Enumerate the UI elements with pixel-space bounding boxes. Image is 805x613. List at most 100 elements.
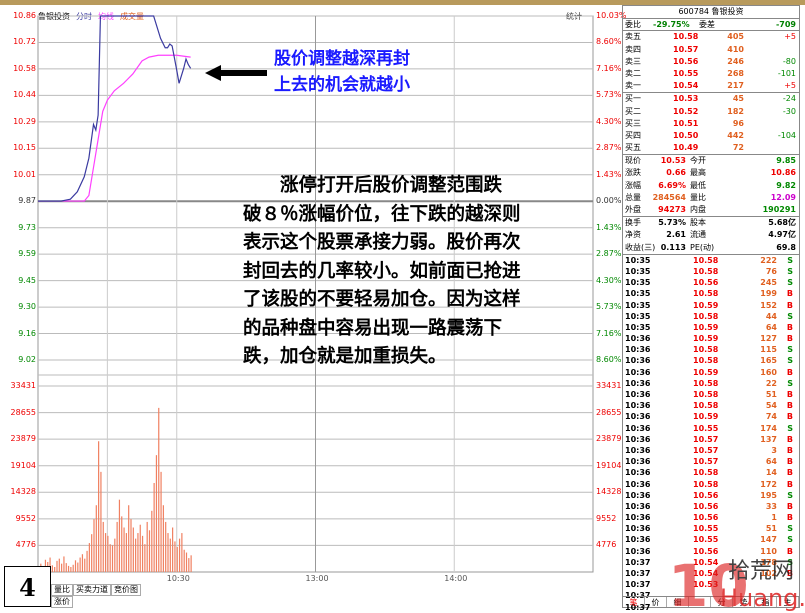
trade-time: 10:35 [625,289,651,299]
order-label: 买三 [625,118,641,128]
stat-label: 涨幅 [625,180,641,190]
trade-time: 10:35 [625,322,651,332]
order-price: 10.52 [673,106,699,116]
trade-row: 10:37 [623,590,799,601]
price-tick-label: 10.29 [13,116,36,126]
order-label: 卖一 [625,81,641,91]
volume-tick-label: 14328 [10,487,36,497]
stat-label: 流通 [690,230,706,240]
trade-row: 10:36 10.58 115 S [623,344,799,355]
stat-label: PE(动) [690,242,715,252]
order-book-row: 买一 10.53 45 -24 [623,93,799,105]
stat-row: 总量 284564 量比 12.09 [623,192,799,204]
quote-tab[interactable]: 指 [755,597,777,607]
trade-volume: 22 [765,378,777,388]
trade-row: 10:36 10.57 3 B [623,445,799,456]
trade-row: 10:35 10.58 222 S [623,255,799,266]
trade-price: 10.57 [693,434,719,444]
trade-volume: 222 [760,255,777,265]
order-book-row: 买二 10.52 182 -30 [623,106,799,118]
order-book-row: 卖四 10.57 410 [623,44,799,56]
tab-volume-ratio[interactable]: 量比 [51,584,73,596]
quote-tab[interactable] [689,597,711,607]
order-price: 10.56 [673,56,699,66]
trade-price: 10.56 [693,490,719,500]
trade-time: 10:36 [625,434,651,444]
trade-volume: 245 [760,278,777,288]
trade-time: 10:36 [625,468,651,478]
price-tick-label: 9.59 [18,249,36,259]
quote-tabs: 笔价细 分势指主 [623,596,799,607]
tab-auction-chart[interactable]: 竞价图 [111,584,141,596]
order-label: 买二 [625,106,641,116]
percent-tick-label: 1.43% [596,169,622,179]
trade-row: 10:36 10.56 195 S [623,490,799,501]
volume-tick-label-right: 4776 [596,540,617,550]
trade-time: 10:35 [625,311,651,321]
explanation-line: 的品种盘中容易出现一路震荡下 [243,317,503,339]
stat-value: 5.73% [658,218,686,228]
watermark-icon: 10 拾荒网 Huang.CN [668,552,805,612]
window-top-bar [0,0,805,5]
trade-time: 10:36 [625,479,651,489]
explanation-line: 涨停打开后股价调整范围跌 [243,175,503,196]
quote-tab[interactable]: 笔 [623,597,645,607]
trade-side: S [787,255,793,265]
trade-row: 10:35 10.58 76 S [623,266,799,277]
quote-tab[interactable]: 主 [777,597,799,607]
volume-tick-label-right: 14328 [596,487,622,497]
percent-tick-label: 8.60% [596,37,622,47]
order-volume: 268 [727,68,744,78]
trade-volume: 160 [760,367,777,377]
tab-price[interactable]: 涨价 [51,596,73,608]
trade-side: B [786,457,793,467]
order-price: 10.50 [673,130,699,140]
weicha-value: -709 [775,20,796,30]
stat-label: 最低 [690,180,706,190]
order-volume: 246 [727,56,744,66]
trade-time: 10:37 [625,602,651,612]
percent-tick-label: 1.43% [596,222,622,232]
explanation-line: 跌，加仓就是加重损失。 [243,346,447,367]
explanation-line: 破８％涨幅价位，往下跌的越深则 [243,203,521,225]
tab-buy-sell-force[interactable]: 买卖力道 [73,584,111,596]
order-label: 买五 [625,143,641,153]
percent-tick-label: 4.30% [596,116,622,126]
volume-tick-label-right: 33431 [596,381,622,390]
quote-tab[interactable]: 细 [667,597,689,607]
explanation-line: 了该股的不要轻易加仓。因为这样 [243,289,521,310]
average-price-line [38,54,191,202]
order-book-row: 卖三 10.56 246 -80 [623,56,799,68]
stat-value: 94273 [658,205,686,214]
slide-number: 4 [4,566,51,607]
order-book-row: 买五 10.49 72 [623,142,799,154]
trade-time: 10:36 [625,513,651,523]
weibi-label: 委比 [625,20,641,30]
intraday-chart[interactable]: 鲁银投资 分时 均线 成交量 统计 10.86 10.03% 10.72 8.60% 10.5… [0,5,627,612]
trade-time: 10:36 [625,501,651,511]
trade-side: B [786,546,793,556]
price-tick-label: 9.45 [18,275,36,285]
stat-value: 4.97亿 [768,230,796,240]
trade-volume: 51 [765,390,777,399]
trade-row: 10:36 10.58 51 B [623,389,799,400]
quote-tab[interactable]: 价 [645,597,667,607]
trade-row: 10:36 10.58 172 B [623,479,799,490]
trade-row: 10:36 10.56 1 B [623,512,799,523]
time-tick-label: 13:00 [305,574,329,583]
trade-price: 10.59 [693,334,719,344]
quote-tab[interactable]: 势 [733,597,755,607]
trade-row: 10:36 10.59 160 B [623,367,799,378]
stat-row: 涨跌 0.66 最高 10.86 [623,167,799,179]
trade-price: 10.55 [693,524,719,534]
quote-tab[interactable]: 分 [711,597,733,607]
percent-tick-label: 8.60% [596,355,622,364]
trade-time: 10:37 [625,580,651,590]
trade-side: B [786,334,793,344]
trade-time: 10:36 [625,401,651,411]
trade-price: 10.54 [693,557,719,567]
stat-value: 0.66 [666,168,686,178]
trade-side: S [787,278,793,288]
trade-time: 10:36 [625,390,651,399]
trade-side: B [786,468,793,478]
